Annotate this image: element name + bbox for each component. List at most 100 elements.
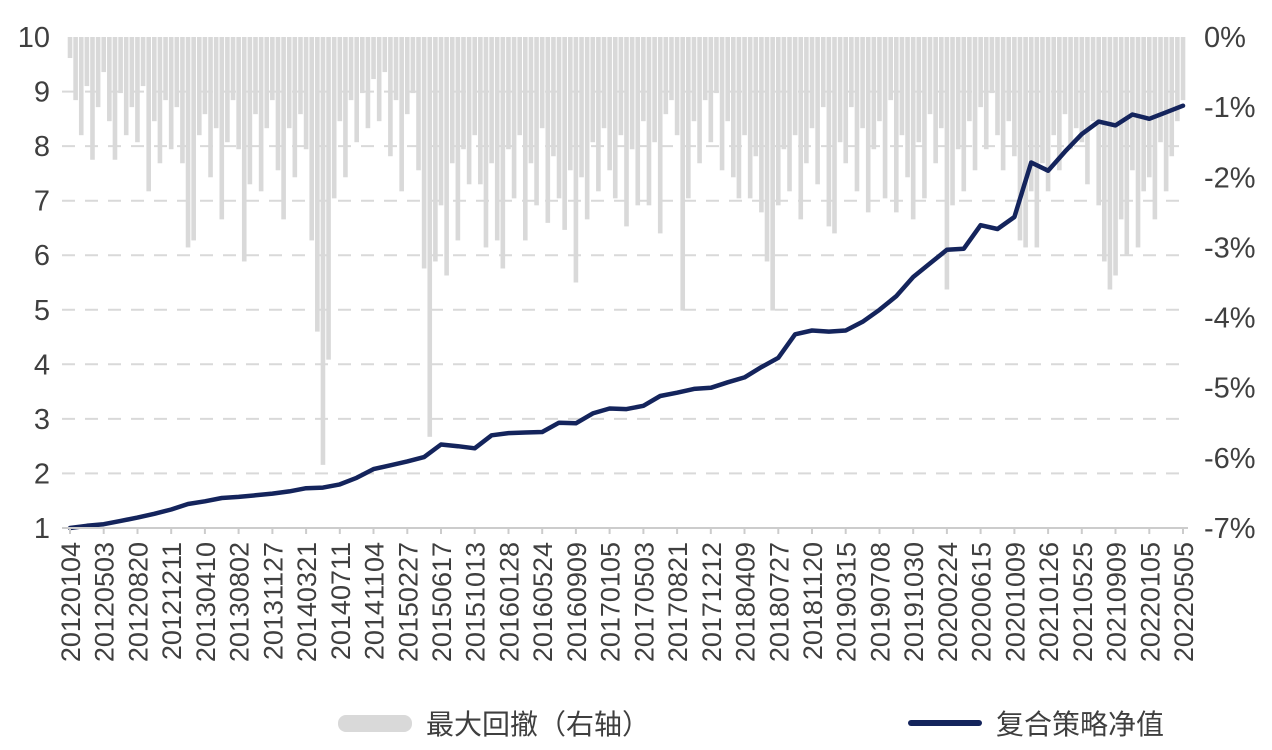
- drawdown-bar: [725, 37, 730, 122]
- drawdown-bar: [826, 37, 832, 227]
- drawdown-bar: [1135, 37, 1141, 248]
- drawdown-bar: [1085, 37, 1090, 185]
- y-axis-label-left: 9: [34, 77, 50, 109]
- x-axis-label: 20210909: [1102, 542, 1132, 662]
- drawdown-bar: [337, 37, 343, 122]
- drawdown-bar: [444, 37, 449, 276]
- drawdown-bar: [798, 37, 804, 220]
- drawdown-bar: [995, 37, 1000, 136]
- drawdown-bar: [489, 37, 494, 164]
- drawdown-bar: [1040, 37, 1045, 164]
- x-axis-label: 20150227: [393, 542, 423, 662]
- drawdown-bar: [888, 37, 893, 101]
- drawdown-bar: [348, 37, 354, 101]
- drawdown-bar: [500, 37, 506, 269]
- drawdown-bar: [635, 37, 641, 206]
- drawdown-bar: [731, 37, 736, 178]
- drawdown-bar: [140, 37, 146, 87]
- drawdown-bar: [736, 37, 742, 199]
- drawdown-bar: [1175, 37, 1180, 122]
- drawdown-bar: [410, 37, 416, 94]
- x-axis-label: 20130410: [191, 542, 221, 662]
- drawdown-bar: [854, 37, 860, 192]
- x-axis-label: 20140321: [292, 542, 322, 662]
- drawdown-bar: [95, 37, 101, 108]
- left-axis-labels: 10 9 8 7 6 5 4 3 2 1: [18, 22, 50, 545]
- drawdown-bar: [787, 37, 792, 192]
- drawdown-bar: [393, 37, 399, 101]
- drawdown-bar: [101, 37, 107, 73]
- x-axis-label: 20130802: [225, 542, 255, 662]
- drawdown-bar: [753, 37, 759, 157]
- y-axis-label-right: -4%: [1204, 303, 1256, 335]
- drawdown-bar: [860, 37, 865, 129]
- x-axis-label: 20141104: [360, 542, 390, 660]
- drawdown-bar: [1057, 37, 1062, 171]
- drawdown-bar: [213, 37, 219, 129]
- drawdown-bar: [922, 37, 927, 199]
- drawdown-bar: [163, 37, 168, 101]
- right-axis-labels: 0% -1% -2% -3% -4% -5% -6% -7%: [1204, 22, 1256, 545]
- drawdown-bar: [894, 37, 899, 213]
- y-axis-label-left: 10: [18, 22, 50, 54]
- drawdown-bar: [882, 37, 888, 199]
- y-axis-label-right: 0%: [1204, 22, 1246, 54]
- drawdown-bar: [624, 37, 629, 227]
- x-axis-label: 20170821: [663, 542, 693, 662]
- drawdown-bar: [674, 37, 680, 136]
- drawdown-bar: [607, 37, 612, 171]
- drawdown-bar: [331, 37, 337, 199]
- drawdown-bar: [865, 37, 871, 213]
- drawdown-bar: [225, 37, 230, 143]
- drawdown-bar: [1045, 37, 1051, 192]
- drawdown-bar: [118, 37, 123, 94]
- drawdown-bar: [950, 37, 955, 206]
- drawdown-bar: [399, 37, 404, 192]
- x-axis: 20120104 20120503 20120820 20121211 20130410…: [56, 527, 1199, 662]
- drawdown-bar: [286, 37, 292, 129]
- drawdown-bar: [427, 37, 433, 437]
- y-axis-label-left: 4: [34, 349, 50, 381]
- drawdown-bar: [1023, 37, 1028, 248]
- drawdown-bar: [433, 37, 438, 262]
- x-axis-label: 20200615: [967, 542, 997, 662]
- drawdown-bar: [382, 37, 388, 73]
- drawdown-bar: [112, 37, 118, 160]
- drawdown-bar: [478, 37, 483, 185]
- x-axis-label: 20170503: [629, 542, 659, 662]
- drawdown-bar: [1000, 37, 1006, 171]
- x-axis-label: 20210126: [1034, 542, 1064, 662]
- y-axis-label-left: 8: [34, 131, 50, 163]
- x-axis-label: 20210525: [1068, 542, 1098, 662]
- drawdown-bar: [663, 37, 669, 115]
- drawdown-bar: [174, 37, 180, 108]
- drawdown-bar: [1034, 37, 1040, 248]
- drawdown-bar: [303, 37, 309, 150]
- drawdown-bar: [135, 37, 140, 143]
- drawdown-bar: [315, 37, 320, 332]
- drawdown-bar: [573, 37, 579, 283]
- drawdown-bar: [506, 37, 511, 150]
- drawdown-bar: [702, 37, 708, 101]
- drawdown-bar: [202, 37, 208, 115]
- drawdown-bar: [1107, 37, 1113, 290]
- y-axis-label-left: 1: [34, 513, 50, 545]
- drawdown-bar: [849, 37, 854, 108]
- drawdown-bar: [388, 37, 393, 157]
- drawdown-bar: [472, 37, 478, 136]
- drawdown-bar: [241, 37, 247, 262]
- drawdown-bar: [955, 37, 961, 150]
- x-axis-label: 20200224: [933, 542, 963, 662]
- drawdown-bar: [1180, 37, 1186, 101]
- x-axis-label: 20220105: [1135, 542, 1165, 662]
- drawdown-bar: [168, 37, 174, 150]
- x-axis-label: 20131127: [258, 542, 288, 660]
- drawdown-bar: [1146, 37, 1152, 178]
- x-axis-label: 20201009: [1000, 542, 1030, 662]
- y-axis-label-left: 6: [34, 240, 50, 272]
- drawdown-bar: [230, 37, 236, 101]
- drawdown-bar: [972, 37, 978, 171]
- drawdown-bar: [590, 37, 596, 143]
- drawdown-bar: [781, 37, 787, 150]
- drawdown-bar: [775, 37, 781, 206]
